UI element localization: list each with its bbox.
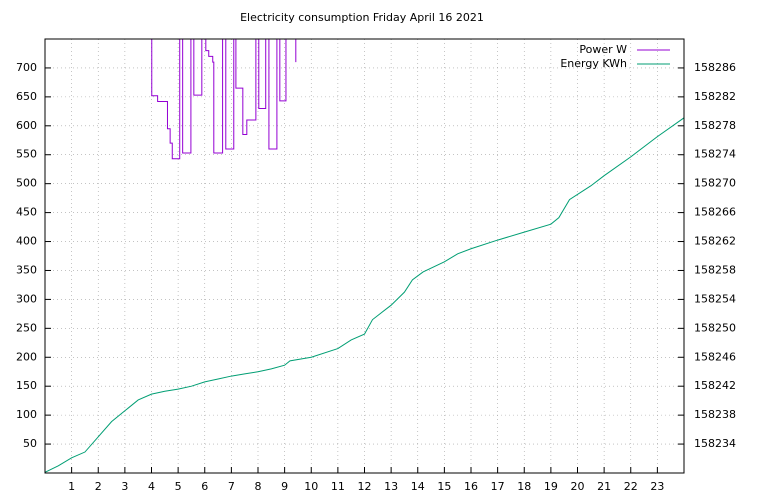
x-tick-label: 5: [175, 480, 182, 493]
y-tick-label: 200: [16, 350, 37, 363]
y-tick-label: 50: [23, 437, 37, 450]
y2-tick-label: 158242: [694, 379, 736, 392]
x-tick-label: 19: [544, 480, 558, 493]
y-tick-label: 500: [16, 177, 37, 190]
y2-tick-label: 158246: [694, 350, 736, 363]
x-tick-label: 4: [148, 480, 155, 493]
legend-label: Energy KWh: [560, 57, 627, 70]
x-tick-label: 7: [228, 480, 235, 493]
x-tick-label: 15: [437, 480, 451, 493]
y-tick-label: 600: [16, 119, 37, 132]
y2-tick-label: 158274: [694, 148, 736, 161]
x-tick-label: 18: [517, 480, 531, 493]
x-tick-label: 8: [255, 480, 262, 493]
x-tick-label: 1: [68, 480, 75, 493]
data-line: [151, 39, 297, 160]
y2-tick-label: 158282: [694, 90, 736, 103]
x-tick-label: 17: [491, 480, 505, 493]
x-tick-label: 23: [650, 480, 664, 493]
y2-tick-label: 158254: [694, 292, 736, 305]
y2-tick-label: 158278: [694, 119, 736, 132]
y2-tick-label: 158234: [694, 437, 736, 450]
y-tick-label: 250: [16, 321, 37, 334]
y2-tick-label: 158286: [694, 61, 736, 74]
x-tick-label: 16: [464, 480, 478, 493]
plot-area: [45, 39, 684, 473]
y2-tick-label: 158262: [694, 235, 736, 248]
data-line: [45, 117, 684, 473]
chart-title: Electricity consumption Friday April 16 …: [240, 11, 484, 24]
y-tick-label: 100: [16, 408, 37, 421]
y-tick-label: 300: [16, 292, 37, 305]
y-tick-label: 350: [16, 263, 37, 276]
y-tick-label: 450: [16, 206, 37, 219]
y-tick-label: 700: [16, 61, 37, 74]
x-tick-label: 14: [411, 480, 425, 493]
x-tick-label: 2: [95, 480, 102, 493]
x-tick-label: 6: [201, 480, 208, 493]
y-tick-label: 150: [16, 379, 37, 392]
x-tick-label: 12: [358, 480, 372, 493]
y-tick-label: 650: [16, 90, 37, 103]
x-tick-label: 20: [571, 480, 585, 493]
x-tick-label: 3: [121, 480, 128, 493]
x-tick-label: 9: [281, 480, 288, 493]
x-tick-label: 21: [597, 480, 611, 493]
x-tick-label: 11: [331, 480, 345, 493]
y-tick-label: 400: [16, 235, 37, 248]
x-tick-label: 10: [304, 480, 318, 493]
y2-tick-label: 158270: [694, 177, 736, 190]
legend-label: Power W: [579, 43, 627, 56]
y2-tick-label: 158250: [694, 321, 736, 334]
x-tick-label: 22: [624, 480, 638, 493]
y-tick-label: 550: [16, 148, 37, 161]
y2-tick-label: 158258: [694, 263, 736, 276]
y2-tick-label: 158238: [694, 408, 736, 421]
grid: [45, 39, 684, 473]
x-tick-label: 13: [384, 480, 398, 493]
y2-tick-label: 158266: [694, 206, 736, 219]
